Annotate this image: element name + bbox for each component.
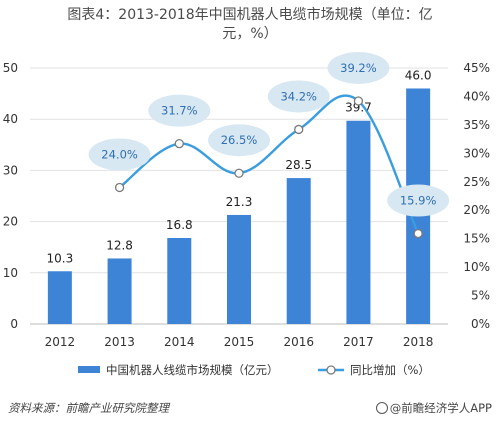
x-tick-label: 2015 [224, 335, 255, 349]
legend-bar-label: 中国机器人线缆市场规模（亿元） [106, 363, 279, 377]
right-tick-label: 15% [463, 232, 490, 246]
growth-callout-bubble [88, 138, 151, 171]
bar [227, 214, 251, 324]
bar-value-label: 12.8 [106, 238, 133, 252]
growth-value-label: 39.2% [340, 61, 377, 75]
bar [167, 237, 192, 324]
growth-value-label: 15.9% [400, 194, 437, 208]
growth-value-label: 26.5% [221, 133, 258, 147]
left-tick-label: 20 [3, 215, 18, 229]
right-tick-label: 5% [471, 289, 490, 303]
legend-line-label: 同比增加（%） [350, 363, 430, 377]
growth-callout-bubble [387, 184, 450, 217]
x-tick-label: 2012 [45, 335, 76, 349]
growth-callout-bubble [208, 124, 270, 157]
growth-point-marker [353, 96, 364, 106]
bar [286, 178, 311, 324]
bar-value-label: 16.8 [166, 218, 193, 232]
growth-value-label: 34.2% [280, 89, 317, 103]
right-tick-label: 25% [463, 175, 490, 189]
growth-point-marker [114, 182, 125, 193]
brand-logo-icon [375, 402, 388, 414]
x-tick-label: 2014 [164, 335, 195, 349]
left-tick-label: 50 [3, 61, 18, 75]
growth-point-marker [413, 228, 423, 239]
bar-value-labels: 10.3 12.8 16.8 21.3 28.5 39.7 46.0 [46, 68, 431, 265]
chart-title-line1: 图表4：2013-2018年中国机器人电缆市场规模（单位：亿 [67, 7, 433, 23]
brand-credit: @前瞻经济学人APP [375, 400, 492, 416]
x-tick-label: 2016 [283, 335, 314, 349]
right-tick-label: 35% [463, 118, 490, 132]
growth-callout-bubble [327, 51, 390, 84]
left-tick-label: 0 [10, 317, 18, 331]
brand-text: @前瞻经济学人APP [389, 401, 492, 415]
growth-callout-bubble [267, 80, 330, 113]
left-tick-label: 10 [3, 266, 18, 280]
bar-value-label: 10.3 [46, 251, 73, 265]
right-tick-label: 20% [463, 203, 490, 217]
growth-point-marker [174, 139, 184, 149]
x-tick-label: 2013 [104, 335, 135, 349]
bar [107, 258, 132, 324]
x-axis-ticks: 2012 2013 2014 2015 2016 2017 2018 [45, 335, 434, 349]
legend: 中国机器人线缆市场规模（亿元） 同比增加（%） [78, 363, 430, 377]
left-tick-label: 30 [3, 163, 18, 177]
left-axis-ticks: 0 10 20 30 40 50 [3, 61, 18, 331]
growth-point-marker [234, 168, 244, 178]
bar-value-label: 28.5 [285, 158, 312, 172]
x-tick-label: 2018 [403, 335, 434, 349]
growth-callout-bubble [148, 94, 211, 127]
left-tick-label: 40 [3, 112, 18, 126]
right-tick-label: 0% [471, 317, 490, 331]
chart-title-line2: 元，%） [222, 26, 278, 42]
right-tick-label: 30% [463, 146, 490, 160]
legend-line-marker [326, 365, 336, 375]
growth-value-label: 24.0% [101, 147, 138, 161]
chart-title: 图表4：2013-2018年中国机器人电缆市场规模（单位：亿 元，%） [0, 6, 500, 44]
bar-value-label: 21.3 [226, 195, 253, 209]
source-note: 资料来源：前瞻产业研究院整理 [8, 401, 169, 415]
growth-value-label: 31.7% [161, 104, 198, 118]
right-axis-ticks: 0% 5% 10% 15% 20% 25% 30% 35% 40% 45% [463, 61, 490, 331]
bar-value-label: 46.0 [405, 68, 432, 82]
bar [47, 271, 72, 324]
bar-value-label: 39.7 [345, 101, 372, 115]
right-tick-label: 40% [463, 89, 490, 103]
bar [346, 120, 371, 325]
right-tick-label: 10% [463, 260, 490, 274]
right-tick-label: 45% [463, 61, 490, 75]
growth-line-series: 24.0% 31.7% 26.5% 34.2% 39.2% 15.9% [88, 51, 450, 239]
x-tick-label: 2017 [343, 335, 374, 349]
legend-bar-swatch [78, 366, 100, 373]
footer: 资料来源：前瞻产业研究院整理 @前瞻经济学人APP [0, 400, 500, 420]
growth-point-marker [294, 124, 304, 135]
